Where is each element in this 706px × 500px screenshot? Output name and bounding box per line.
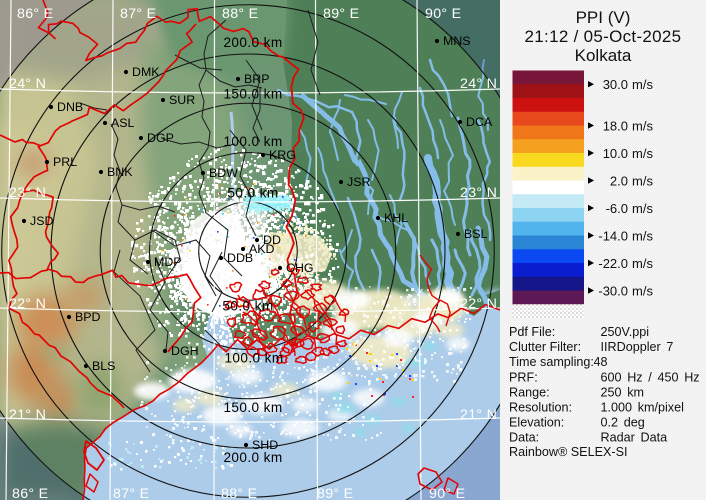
svg-text:KHL: KHL: [384, 211, 408, 225]
svg-text:KRG: KRG: [269, 148, 296, 162]
svg-text:MNS: MNS: [443, 34, 471, 48]
svg-text:10.0: 10.0: [603, 146, 628, 161]
svg-text:m/s: m/s: [632, 146, 653, 161]
svg-text:89° E: 89° E: [323, 6, 359, 22]
svg-text:90° E: 90° E: [429, 486, 465, 500]
svg-text:86° E: 86° E: [12, 486, 48, 500]
svg-text:DDB: DDB: [227, 251, 253, 265]
svg-text:m/s: m/s: [632, 119, 653, 134]
svg-text:250 km: 250 km: [601, 385, 645, 399]
svg-text:IIRDoppler 7: IIRDoppler 7: [601, 340, 674, 354]
svg-text:Kolkata: Kolkata: [575, 46, 632, 65]
svg-text:-14.0: -14.0: [598, 229, 628, 244]
svg-text:Range:: Range:: [509, 385, 550, 399]
svg-text:DCA: DCA: [466, 115, 493, 129]
svg-text:SHD: SHD: [252, 438, 278, 452]
svg-text:21° N: 21° N: [460, 407, 497, 423]
svg-text:Pdf File:: Pdf File:: [509, 325, 555, 339]
svg-text:0.2 deg: 0.2 deg: [601, 416, 645, 430]
svg-text:BSL: BSL: [464, 227, 488, 241]
svg-text:600 Hz / 450 Hz: 600 Hz / 450 Hz: [601, 370, 700, 384]
svg-text:PRL: PRL: [53, 155, 77, 169]
svg-text:Radar Data: Radar Data: [601, 431, 668, 445]
svg-text:23° N: 23° N: [9, 185, 46, 201]
svg-text:DMK: DMK: [132, 65, 160, 79]
svg-text:Elevation:: Elevation:: [509, 416, 564, 430]
svg-text:PPI (V): PPI (V): [576, 8, 631, 27]
svg-text:BNK: BNK: [107, 165, 133, 179]
svg-text:200.0 km: 200.0 km: [223, 450, 282, 465]
svg-text:m/s: m/s: [632, 174, 653, 189]
svg-text:90° E: 90° E: [425, 6, 461, 22]
svg-text:100.0 km: 100.0 km: [223, 134, 282, 149]
svg-text:-6.0: -6.0: [606, 201, 628, 216]
svg-text:Rainbow® SELEX-SI: Rainbow® SELEX-SI: [509, 445, 627, 459]
svg-text:DNB: DNB: [57, 100, 83, 114]
svg-text:m/s: m/s: [632, 77, 653, 92]
svg-text:m/s: m/s: [632, 256, 653, 271]
svg-text:Time sampling:: Time sampling:: [509, 355, 594, 369]
svg-text:200.0 km: 200.0 km: [223, 35, 282, 50]
svg-text:86° E: 86° E: [17, 6, 53, 22]
svg-text:88° E: 88° E: [221, 486, 257, 500]
svg-text:22° N: 22° N: [9, 296, 46, 312]
svg-text:18.0: 18.0: [603, 119, 628, 134]
svg-text:89° E: 89° E: [317, 486, 353, 500]
svg-text:m/s: m/s: [632, 201, 653, 216]
svg-text:150.0 km: 150.0 km: [223, 87, 282, 102]
svg-text:BLS: BLS: [92, 359, 115, 373]
svg-text:BPD: BPD: [75, 310, 101, 324]
svg-text:PRF:: PRF:: [509, 370, 538, 384]
svg-text:88° E: 88° E: [222, 6, 258, 22]
svg-text:1.000 km/pixel: 1.000 km/pixel: [601, 401, 684, 415]
svg-text:48: 48: [594, 355, 608, 369]
svg-text:JSD: JSD: [30, 214, 53, 228]
svg-text:30.0: 30.0: [603, 77, 628, 92]
svg-text:50.0 km: 50.0 km: [222, 299, 273, 314]
svg-text:MDP: MDP: [154, 255, 182, 269]
svg-text:-22.0: -22.0: [598, 256, 628, 271]
svg-text:2.0: 2.0: [610, 174, 628, 189]
svg-text:Data:: Data:: [509, 431, 539, 445]
svg-text:87° E: 87° E: [120, 6, 156, 22]
svg-text:21° N: 21° N: [9, 407, 46, 423]
svg-text:SUR: SUR: [169, 93, 195, 107]
svg-text:m/s: m/s: [632, 229, 653, 244]
svg-text:24° N: 24° N: [9, 76, 46, 92]
svg-text:50.0 km: 50.0 km: [227, 186, 278, 201]
svg-text:AKD: AKD: [249, 242, 275, 256]
svg-text:BDW: BDW: [209, 166, 238, 180]
svg-text:DGP: DGP: [147, 131, 174, 145]
svg-text:Clutter Filter:: Clutter Filter:: [509, 340, 581, 354]
svg-text:CHG: CHG: [286, 261, 314, 275]
svg-text:22° N: 22° N: [460, 296, 497, 312]
svg-text:21:12 / 05-Oct-2025: 21:12 / 05-Oct-2025: [525, 27, 682, 46]
svg-text:JSR: JSR: [347, 175, 370, 189]
svg-text:23° N: 23° N: [460, 185, 497, 201]
svg-text:ASL: ASL: [111, 116, 135, 130]
svg-text:250V.ppi: 250V.ppi: [601, 325, 650, 339]
svg-text:100.0 km: 100.0 km: [224, 351, 283, 366]
svg-text:-30.0: -30.0: [598, 284, 628, 299]
svg-text:DD: DD: [263, 233, 281, 247]
svg-text:BRP: BRP: [244, 72, 269, 86]
svg-text:150.0 km: 150.0 km: [223, 400, 282, 415]
svg-text:Resolution:: Resolution:: [509, 401, 572, 415]
svg-text:87° E: 87° E: [113, 486, 149, 500]
svg-text:24° N: 24° N: [460, 76, 497, 92]
svg-text:DGH: DGH: [171, 344, 199, 358]
svg-text:m/s: m/s: [632, 284, 653, 299]
